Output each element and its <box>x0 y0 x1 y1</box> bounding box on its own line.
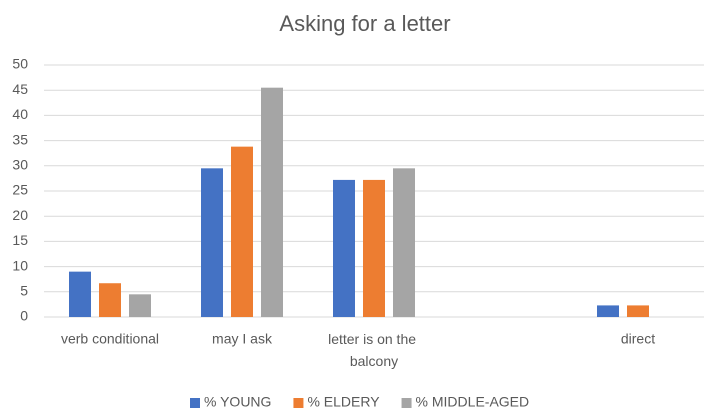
legend-label: % ELDERY <box>307 394 380 410</box>
bar <box>333 179 355 317</box>
y-tick-label: 40 <box>12 106 28 122</box>
legend-label: % MIDDLE-AGED <box>416 394 530 410</box>
bar <box>99 283 121 317</box>
y-tick-label: 15 <box>12 232 28 248</box>
bar <box>393 168 415 317</box>
y-tick-label: 5 <box>20 283 28 299</box>
y-tick-label: 45 <box>12 81 28 97</box>
legend-swatch <box>293 398 304 408</box>
y-tick-label: 30 <box>12 157 28 173</box>
y-tick-label: 25 <box>12 182 28 198</box>
legend-swatch <box>401 398 412 408</box>
legend-label: % YOUNG <box>204 394 271 410</box>
chart-title: Asking for a letter <box>279 11 450 36</box>
bar <box>627 305 649 317</box>
x-tick-label: verb conditional <box>61 331 159 347</box>
y-tick-label: 10 <box>12 257 28 273</box>
bar <box>231 146 253 317</box>
bar <box>69 271 91 317</box>
bar <box>201 168 223 317</box>
x-tick-label: letter is on the balcony <box>328 331 420 369</box>
y-tick-label: 20 <box>12 207 28 223</box>
bar <box>363 179 385 317</box>
legend-swatch <box>190 398 200 408</box>
y-tick-label: 50 <box>12 56 28 72</box>
bar <box>597 305 619 317</box>
bar <box>261 87 283 318</box>
x-tick-label: direct <box>621 331 655 347</box>
x-tick-label: may I ask <box>212 331 273 347</box>
y-tick-label: 0 <box>20 308 28 324</box>
bar <box>129 294 151 317</box>
y-tick-label: 35 <box>12 131 28 147</box>
